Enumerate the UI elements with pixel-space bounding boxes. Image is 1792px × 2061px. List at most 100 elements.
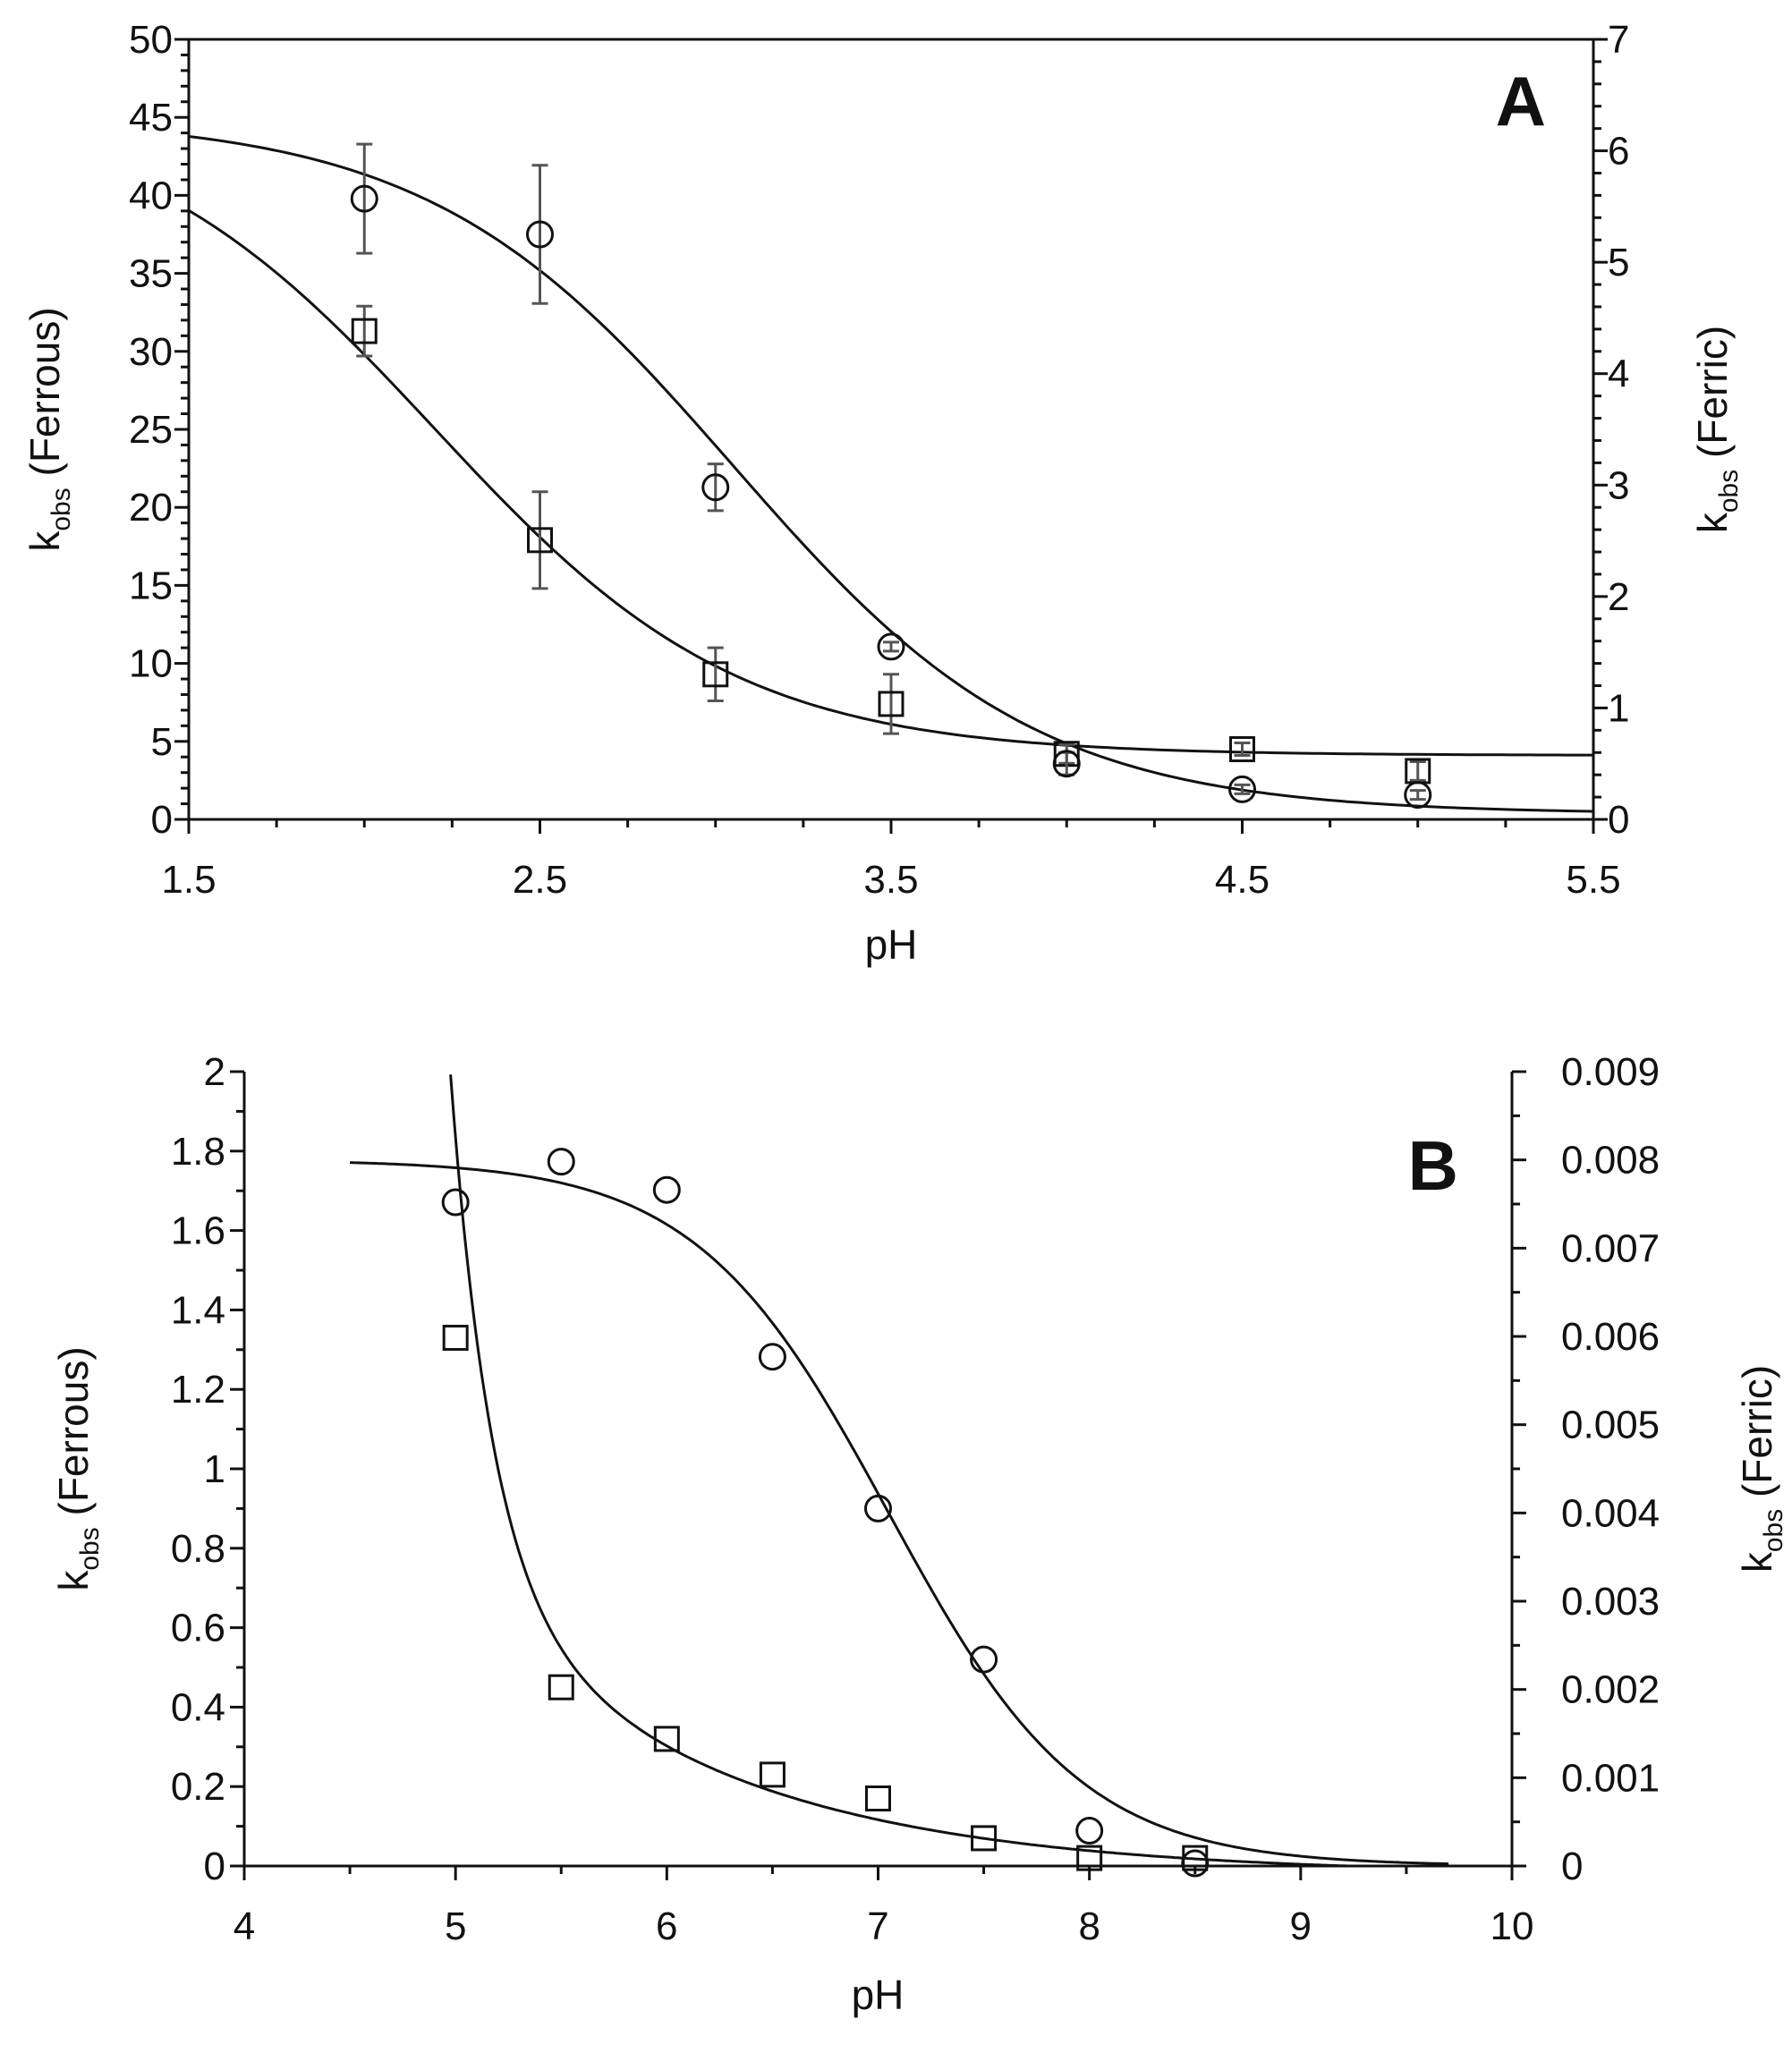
y-right-tick-label: 1 [1608,686,1629,730]
fit-curve-ferrous [449,1074,1428,1868]
x-tick-label: 2.5 [513,858,567,902]
y-right-tick-label: 0.009 [1561,1050,1660,1094]
y-left-tick-label: 35 [129,252,173,296]
y-right-tick-label: 4 [1608,352,1629,396]
y-right-tick-label: 0.006 [1561,1315,1660,1359]
y-right-tick-label: 0.008 [1561,1139,1660,1183]
x-tick-label: 8 [1078,1904,1100,1948]
y-left-tick-label: 1.6 [171,1209,225,1253]
y-left-tick-label: 1.4 [171,1288,225,1332]
x-tick-label: 1.5 [161,858,216,902]
data-point-circle [970,1645,998,1674]
y-left-tick-label: 1.8 [171,1130,225,1174]
x-tick-labels-a: 1.5 2.5 3.5 4.5 5.5 [161,858,1620,902]
axis-ticks-a [174,38,1608,834]
y-right-tick-label: 6 [1608,130,1629,174]
y-right-tick-labels-a: 0 1 2 3 4 5 6 7 [1608,18,1629,842]
x-tick-label: 6 [656,1904,677,1948]
data-point-circle [441,1188,470,1217]
data-point-circle [1228,775,1256,803]
y-right-tick-label: 0.007 [1561,1226,1660,1270]
y-left-tick-label: 5 [151,720,173,764]
y-left-tick-label: 30 [129,330,173,374]
y-right-tick-label: 5 [1608,241,1629,284]
x-tick-label: 4 [234,1904,255,1948]
data-point-square [971,1825,998,1852]
data-point-square [759,1761,786,1788]
data-point-circle [1075,1817,1104,1845]
data-point-circle [1052,750,1081,778]
y-left-tick-label: 50 [129,18,173,62]
y-left-tick-label: 20 [129,486,173,530]
x-tick-label: 10 [1491,1904,1534,1948]
y-left-tick-label: 25 [129,408,173,452]
y-right-tick-label: 0.005 [1561,1404,1660,1447]
y-right-tick-label: 0.001 [1561,1756,1660,1800]
data-point-circle [652,1175,681,1204]
y-axis-left-title-b: kobs (Ferrous) [50,1346,105,1590]
x-tick-label: 4.5 [1215,858,1270,902]
y-left-tick-label: 0.8 [171,1527,225,1571]
data-point-circle [1404,781,1432,810]
fit-curves-b [350,1074,1449,1868]
data-points-b [441,1148,1210,1878]
y-right-tick-label: 2 [1608,575,1629,619]
data-point-square [1229,736,1255,763]
y-left-tick-label: 0 [204,1845,225,1888]
x-tick-labels-b: 4 5 6 7 8 9 10 [234,1904,1534,1948]
y-left-tick-label: 10 [129,642,173,686]
data-point-square [653,1726,680,1752]
panel-label-a: A [1496,62,1546,140]
data-point-circle [758,1343,786,1371]
y-right-tick-label: 0.002 [1561,1668,1660,1712]
y-left-tick-label: 2 [204,1050,225,1094]
y-left-tick-label: 1 [204,1447,225,1491]
panel-b: 4 5 6 7 8 9 10 0 0.2 0.4 0.6 0.8 1 1.2 1… [50,1050,1788,2018]
data-point-circle [526,220,554,249]
panel-label-b: B [1408,1126,1458,1205]
data-point-square [878,691,904,717]
x-tick-label: 7 [867,1904,888,1948]
data-point-circle [547,1148,575,1176]
data-point-circle [877,632,905,661]
data-point-square [351,318,378,344]
plot-frame-b [242,1072,1514,1868]
data-point-square [865,1785,891,1812]
data-point-circle [864,1494,892,1522]
fit-curve-ferric [350,1161,1449,1866]
axis-ticks-b [230,1070,1526,1880]
y-right-tick-labels-b: 0 0.001 0.002 0.003 0.004 0.005 0.006 0.… [1561,1050,1660,1888]
x-tick-label: 5 [445,1904,466,1948]
y-right-tick-label: 7 [1608,18,1629,62]
data-point-square [702,661,729,688]
data-point-circle [1181,1849,1210,1878]
x-axis-title-a: pH [865,921,918,968]
y-right-tick-label: 3 [1608,463,1629,507]
data-points-a [350,142,1432,810]
y-right-tick-label: 0 [1561,1845,1583,1888]
y-left-tick-label: 1.2 [171,1368,225,1412]
y-left-tick-label: 0.2 [171,1765,225,1809]
data-point-circle [701,473,730,502]
data-point-square [548,1674,574,1701]
x-tick-label: 3.5 [863,858,918,902]
y-left-tick-label: 0.4 [171,1685,225,1729]
fit-curve-ferric [188,135,1594,813]
y-axis-left-title-a: kobs (Ferrous) [21,307,76,551]
data-point-square [442,1324,469,1351]
y-right-tick-label: 0 [1608,798,1629,842]
y-left-tick-label: 15 [129,564,173,607]
data-point-square [527,527,553,554]
panel-a: 1.5 2.5 3.5 4.5 5.5 0 5 10 15 20 25 30 3… [21,18,1744,968]
y-left-tick-label: 40 [129,174,173,217]
x-tick-label: 9 [1290,1904,1312,1948]
y-axis-right-title-a: kobs (Ferric) [1689,326,1744,533]
data-point-circle [350,184,378,213]
y-left-tick-label: 0 [151,798,173,842]
x-axis-title-b: pH [852,1972,904,2018]
data-point-square [1076,1845,1103,1871]
y-right-tick-label: 0.004 [1561,1491,1660,1535]
y-right-tick-label: 0.003 [1561,1580,1660,1624]
y-axis-right-title-b: kobs (Ferric) [1734,1365,1788,1573]
